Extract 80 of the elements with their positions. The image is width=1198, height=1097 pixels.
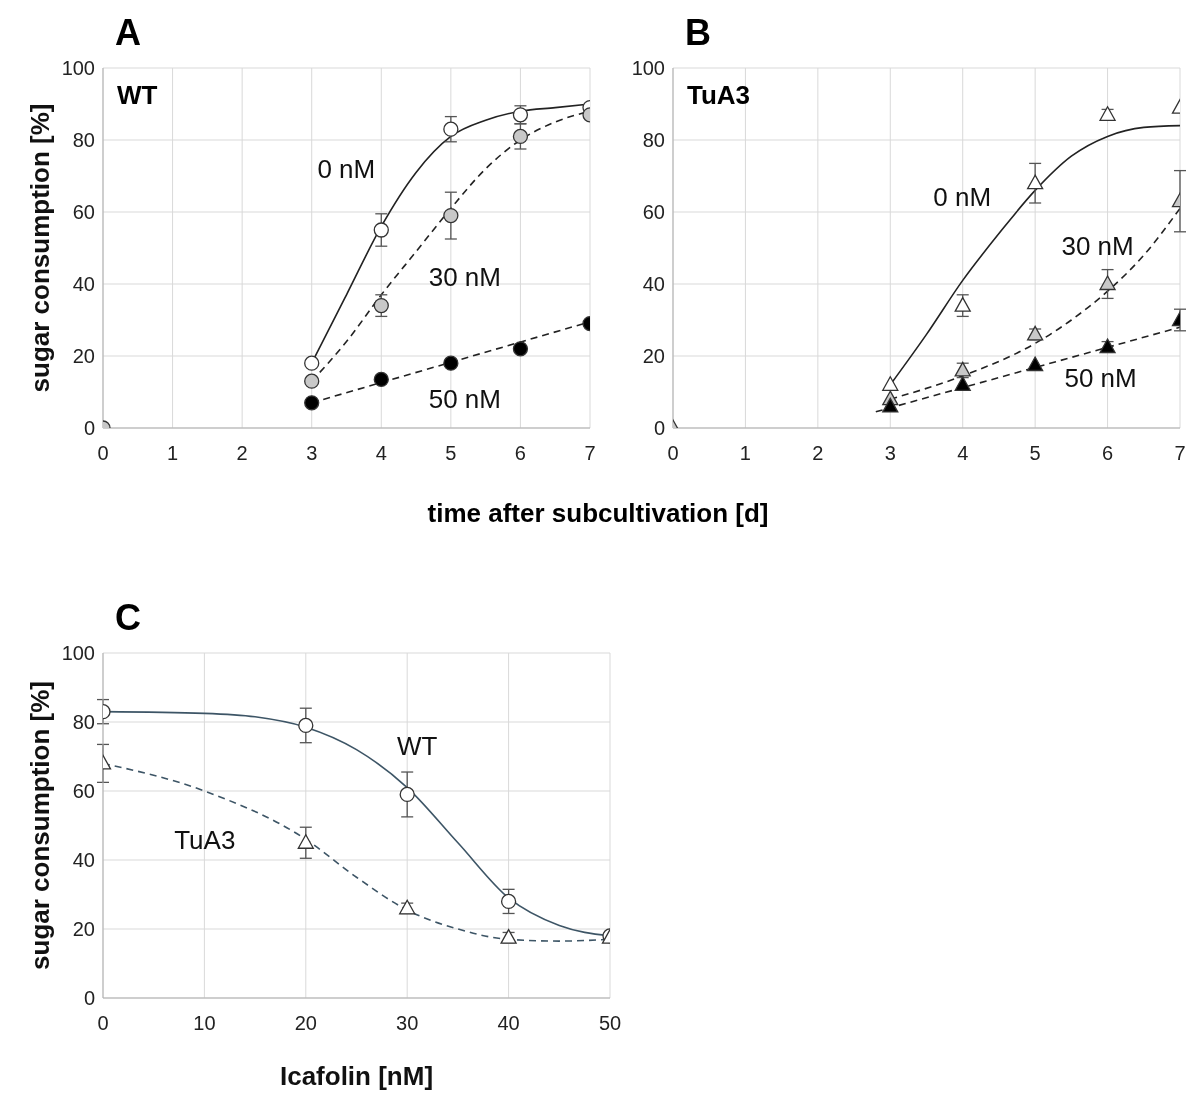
x-tick-label: 0 [667, 442, 679, 465]
y-tick-label: 80 [642, 129, 665, 152]
y-tick-label: 80 [72, 129, 95, 152]
series-label: 30 nM [1061, 231, 1134, 261]
point [373, 222, 389, 238]
y-tick-label: 20 [72, 345, 95, 368]
x-tick-label: 7 [584, 442, 596, 465]
point [304, 395, 320, 411]
series-label: 50 nM [1064, 363, 1137, 393]
x-tick-label: 10 [193, 1012, 216, 1035]
chart-title: A [115, 12, 141, 54]
point [297, 834, 314, 849]
y-axis-title: sugar consumption [%] [25, 103, 56, 393]
y-tick-label: 100 [61, 642, 95, 665]
x-tick-label: 20 [294, 1012, 317, 1035]
point [298, 717, 314, 734]
x-tick-label: 2 [236, 442, 248, 465]
y-tick-label: 20 [642, 345, 665, 368]
y-tick-label: 20 [72, 918, 95, 941]
point [954, 376, 971, 391]
chart-title: C [115, 597, 141, 639]
point [500, 893, 517, 910]
series-label: 50 nM [428, 384, 501, 415]
y-axis-title: sugar consumption [%] [25, 681, 56, 970]
x-tick-label: 0 [97, 1012, 109, 1035]
text: TuA3 [174, 824, 236, 855]
y-tick-label: 100 [61, 57, 95, 80]
point [512, 341, 529, 357]
point [304, 355, 320, 371]
point [882, 376, 899, 391]
x-tick-label: 3 [884, 442, 896, 465]
point [954, 296, 971, 312]
point [373, 371, 389, 388]
x-tick-label: 1 [739, 442, 751, 465]
text: TuA3 [687, 80, 751, 111]
series-label: 0 nM [317, 154, 376, 184]
x-tick-label: 7 [1174, 442, 1186, 465]
y-tick-label: 0 [83, 417, 95, 440]
point [373, 297, 389, 314]
point [1099, 275, 1116, 291]
x-tick-label: 30 [396, 1012, 419, 1035]
x-tick-label: 5 [445, 442, 457, 465]
point [443, 355, 459, 371]
series-label: 0 nM [933, 182, 992, 213]
x-tick-label: 0 [97, 442, 109, 465]
chart-title: B [685, 12, 711, 54]
x-tick-label: 5 [1029, 442, 1041, 465]
point [443, 207, 459, 224]
x-tick-label: 1 [167, 442, 179, 465]
point [882, 397, 899, 413]
y-tick-label: 40 [642, 273, 665, 296]
y-tick-label: 60 [72, 780, 95, 803]
y-tick-label: 40 [72, 273, 95, 296]
series-label: 30 nM [428, 261, 501, 292]
x-axis-title: time after subcultivation [d] [426, 498, 770, 529]
x-tick-label: 6 [514, 442, 526, 465]
y-tick-label: 100 [631, 57, 665, 80]
point [443, 121, 459, 137]
y-tick-label: 0 [83, 987, 95, 1010]
point [512, 128, 529, 145]
y-tick-label: 0 [653, 417, 665, 440]
y-tick-label: 60 [642, 201, 665, 224]
point [1026, 356, 1044, 372]
point [1099, 106, 1116, 121]
x-axis-title: Icafolin [nM] [279, 1061, 434, 1091]
y-tick-label: 80 [72, 711, 95, 734]
y-tick-label: 60 [72, 201, 95, 224]
y-tick-label: 40 [72, 849, 95, 872]
x-tick-label: 4 [957, 442, 969, 465]
x-tick-label: 4 [375, 442, 387, 465]
x-tick-label: 40 [497, 1012, 520, 1035]
series-label: WT [396, 731, 438, 762]
x-tick-label: 6 [1102, 442, 1114, 465]
x-tick-label: 3 [306, 442, 318, 465]
x-tick-label: 2 [812, 442, 824, 465]
point [399, 786, 415, 803]
point [304, 373, 320, 389]
x-tick-label: 50 [598, 1012, 622, 1035]
point [1026, 174, 1044, 190]
text: WT [117, 80, 158, 111]
